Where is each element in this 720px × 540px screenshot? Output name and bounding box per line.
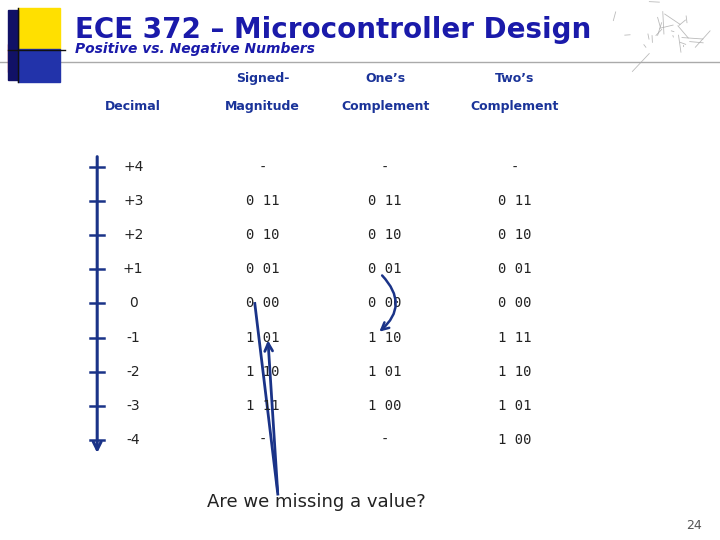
- Text: 0 01: 0 01: [369, 262, 402, 276]
- Text: 0 00: 0 00: [246, 296, 279, 310]
- Text: 1 11: 1 11: [246, 399, 279, 413]
- Text: +3: +3: [123, 194, 143, 208]
- Text: -2: -2: [127, 364, 140, 379]
- Text: Are we missing a value?: Are we missing a value?: [207, 493, 426, 511]
- Text: 1 00: 1 00: [369, 399, 402, 413]
- Text: 0: 0: [129, 296, 138, 310]
- Text: 0 11: 0 11: [369, 194, 402, 208]
- Text: 1 01: 1 01: [246, 330, 279, 345]
- Bar: [18, 49, 60, 82]
- Text: 0 10: 0 10: [369, 228, 402, 242]
- Text: -4: -4: [127, 433, 140, 447]
- Text: 1 10: 1 10: [498, 364, 531, 379]
- Text: 0 10: 0 10: [498, 228, 531, 242]
- Text: +1: +1: [123, 262, 143, 276]
- Bar: [18, 8, 60, 50]
- Text: 0 10: 0 10: [246, 228, 279, 242]
- Text: Magnitude: Magnitude: [225, 100, 300, 113]
- Text: Signed-: Signed-: [236, 72, 289, 85]
- Text: Positive vs. Negative Numbers: Positive vs. Negative Numbers: [75, 42, 315, 56]
- Text: Complement: Complement: [471, 100, 559, 113]
- Text: 1 10: 1 10: [369, 330, 402, 345]
- Text: 1 10: 1 10: [246, 364, 279, 379]
- Text: ECE 372 – Microcontroller Design: ECE 372 – Microcontroller Design: [75, 16, 591, 44]
- Text: -: -: [258, 160, 267, 174]
- Text: 1 11: 1 11: [498, 330, 531, 345]
- Bar: [8, 10, 18, 80]
- Text: -1: -1: [126, 330, 140, 345]
- Text: -3: -3: [127, 399, 140, 413]
- Text: +4: +4: [123, 160, 143, 174]
- Text: Decimal: Decimal: [105, 100, 161, 113]
- Text: -: -: [510, 160, 519, 174]
- Text: 0 00: 0 00: [369, 296, 402, 310]
- Text: +2: +2: [123, 228, 143, 242]
- Text: 1 01: 1 01: [369, 364, 402, 379]
- Text: -: -: [258, 433, 267, 447]
- Text: 1 00: 1 00: [498, 433, 531, 447]
- Text: 0 00: 0 00: [498, 296, 531, 310]
- Text: -: -: [381, 433, 390, 447]
- Text: Two’s: Two’s: [495, 72, 534, 85]
- Text: Complement: Complement: [341, 100, 429, 113]
- Text: One’s: One’s: [365, 72, 405, 85]
- Text: 24: 24: [686, 519, 702, 532]
- Text: -: -: [381, 160, 390, 174]
- Text: 1 01: 1 01: [498, 399, 531, 413]
- Bar: [8, 44, 40, 72]
- Text: 0 01: 0 01: [246, 262, 279, 276]
- Text: 0 11: 0 11: [498, 194, 531, 208]
- Text: 0 11: 0 11: [246, 194, 279, 208]
- Text: 0 01: 0 01: [498, 262, 531, 276]
